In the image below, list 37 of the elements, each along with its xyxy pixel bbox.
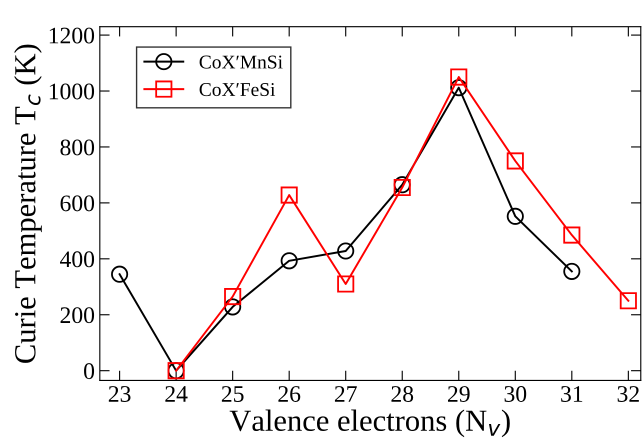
y-tick-label: 800: [60, 139, 94, 156]
y-tick-label: 1000: [50, 84, 94, 100]
point: [450, 79, 468, 96]
point: [506, 152, 524, 170]
x-tick-label: 23: [108, 386, 130, 402]
point: [280, 186, 298, 204]
point: [224, 298, 242, 316]
point: [563, 226, 580, 244]
y-tick-label: 0: [84, 363, 94, 380]
y-tick-label: 400: [60, 251, 94, 268]
x-axis-title: Valence electrons (N$_{v}$): [230, 410, 510, 438]
point: [224, 288, 242, 306]
x-tick-label: 27: [334, 386, 357, 402]
point: [337, 242, 354, 260]
legend-label: CoX′FeSi: [200, 83, 276, 96]
point: [450, 68, 468, 86]
x-tick-label: 25: [222, 386, 244, 402]
y-axis-title: Curie Temperature T$_{c}$ (K): [14, 44, 42, 363]
point: [394, 178, 411, 196]
x-tick-label: 32: [618, 386, 639, 402]
x-tick-label: 29: [448, 386, 470, 402]
point: [620, 292, 637, 310]
point: [280, 252, 298, 270]
x-tick-label: 28: [391, 386, 414, 402]
point: [563, 262, 580, 280]
legend-label: CoX′MnSi: [200, 56, 283, 69]
x-tick-label: 26: [278, 386, 300, 402]
point: [111, 266, 128, 283]
x-tick-label: 24: [165, 386, 188, 402]
x-tick-label: 30: [504, 386, 526, 402]
point: [394, 176, 411, 194]
y-tick-label: 1200: [50, 28, 94, 44]
y-tick-label: 200: [60, 307, 94, 324]
y-tick-label: 600: [60, 195, 94, 212]
point: [337, 275, 354, 293]
point: [506, 208, 524, 225]
x-tick-label: 31: [561, 386, 582, 402]
